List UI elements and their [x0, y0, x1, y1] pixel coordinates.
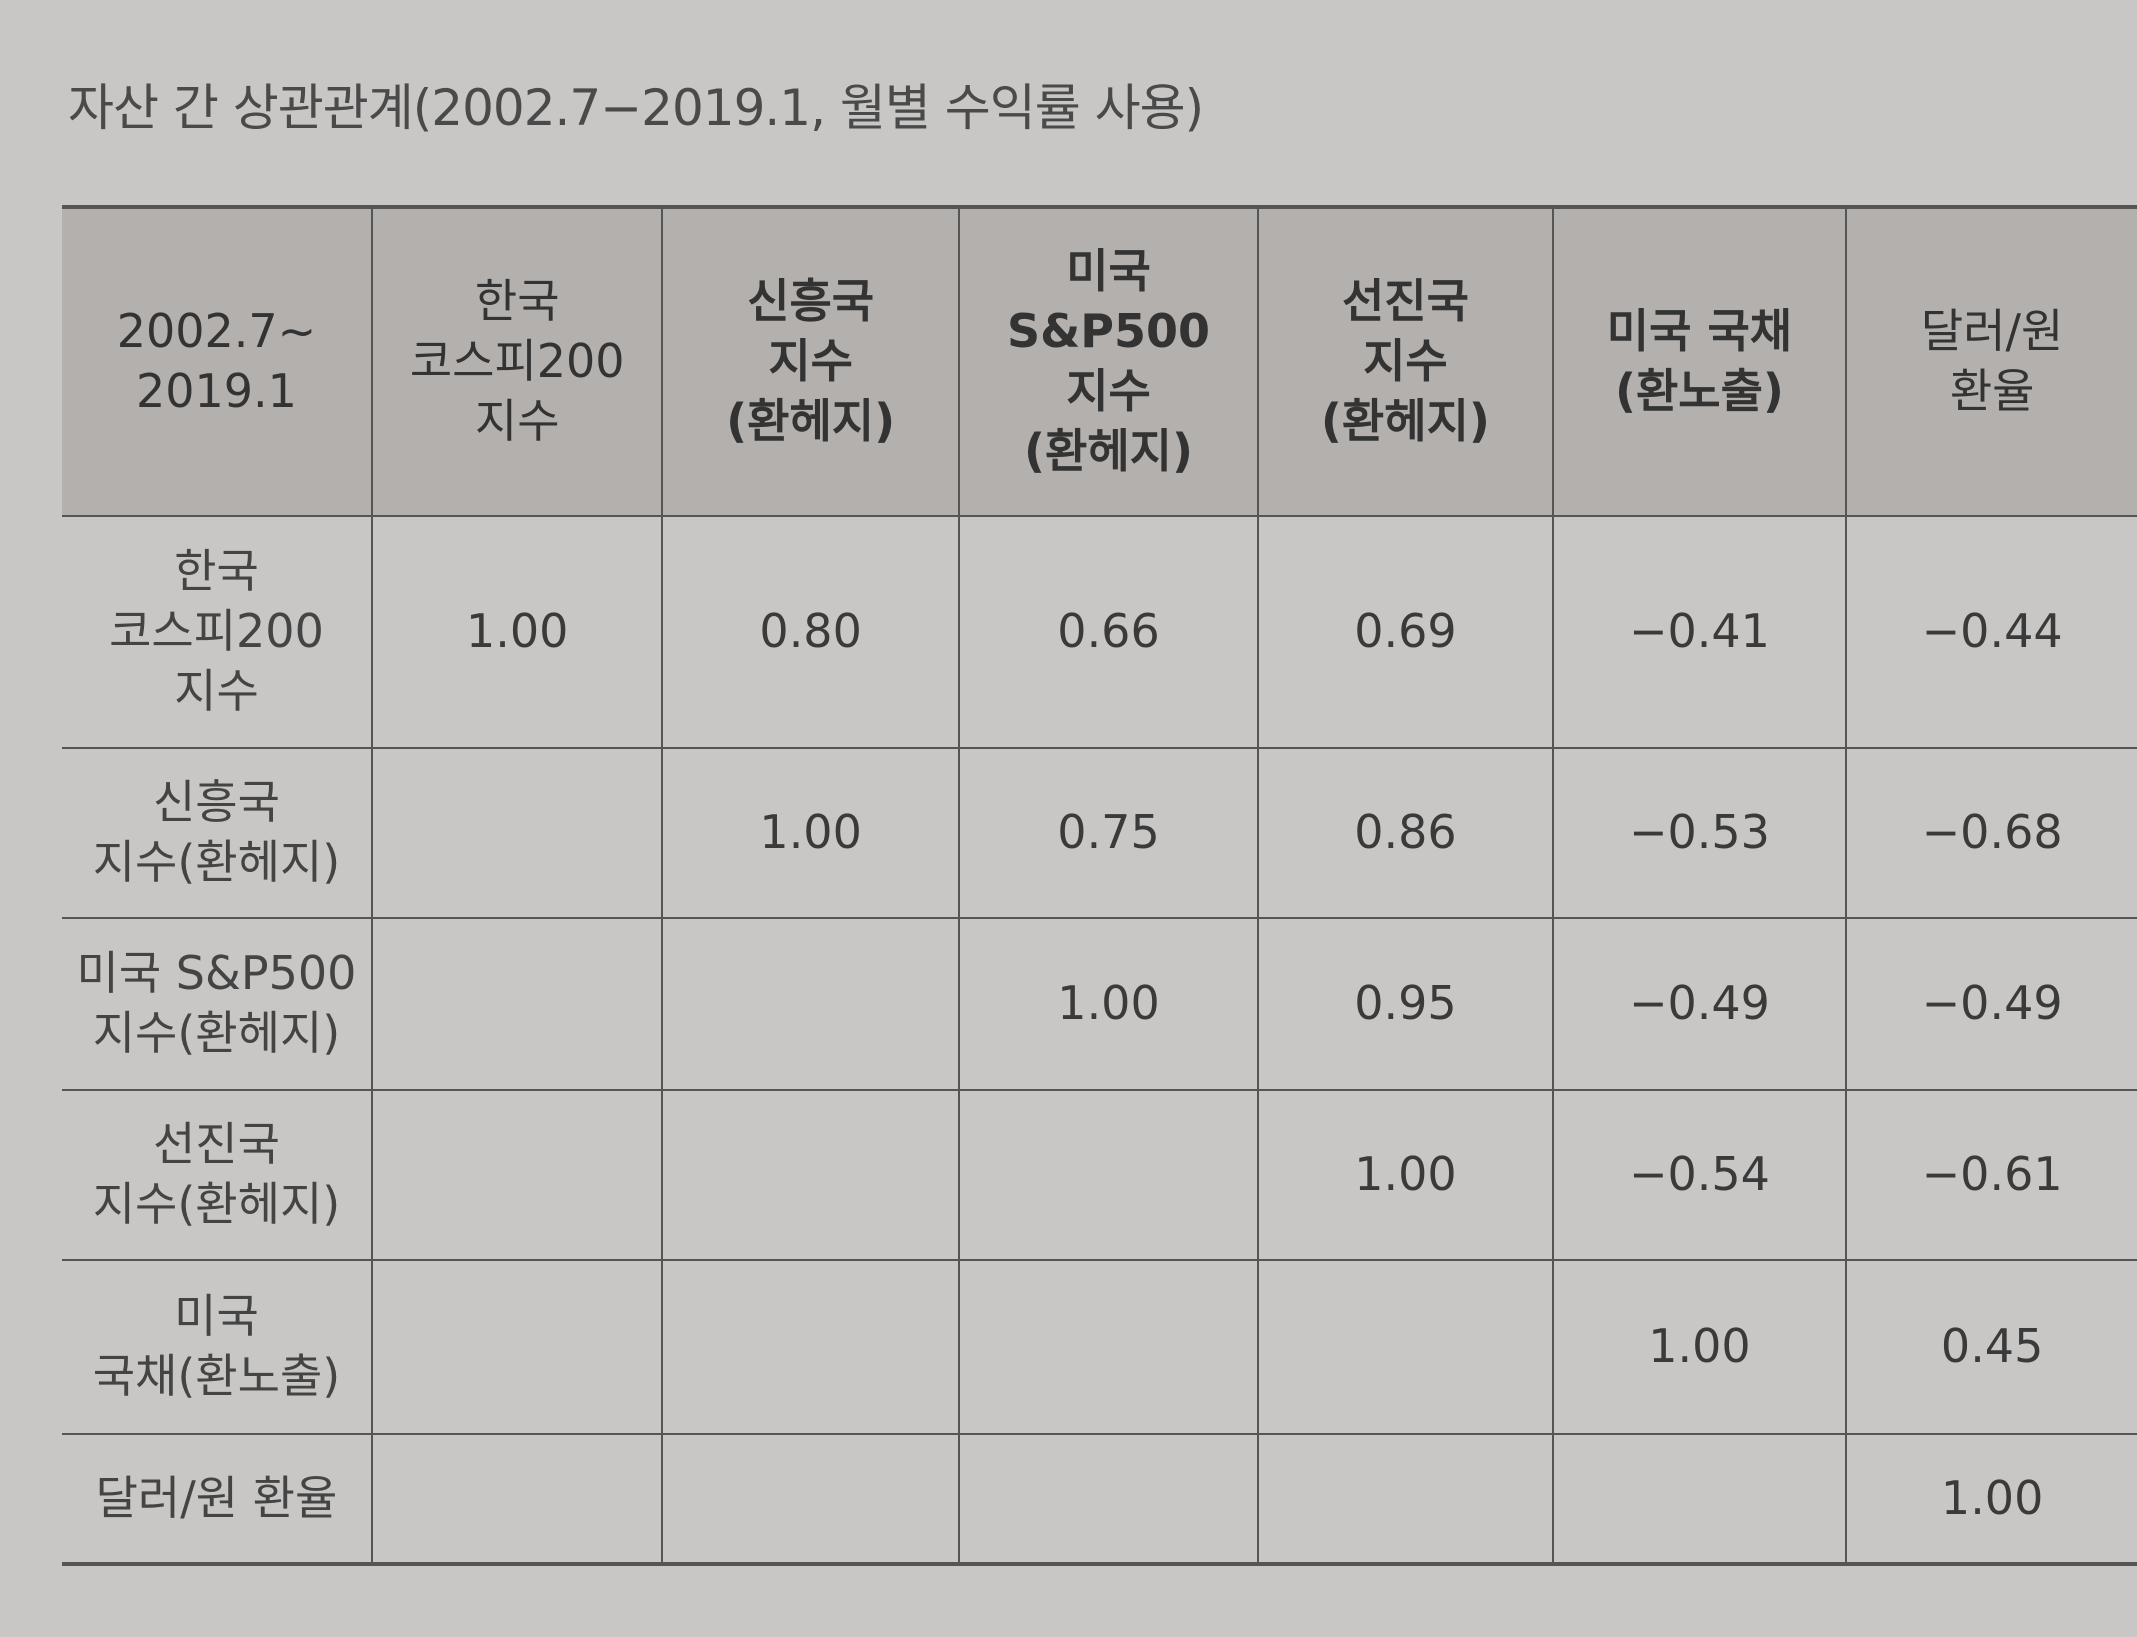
empty-cell: [370, 747, 664, 919]
table-row: 미국 국채(환노출) 1.00 0.45: [62, 1259, 2137, 1435]
row-label: 선진국 지수(환헤지): [62, 1089, 373, 1261]
row-label: 한국 코스피200 지수: [62, 515, 373, 749]
correlation-cell: 0.86: [1257, 747, 1554, 919]
correlation-cell: 1.00: [661, 747, 960, 919]
correlation-cell: −0.49: [1845, 917, 2137, 1091]
empty-cell: [661, 1259, 960, 1435]
correlation-cell: −0.49: [1551, 917, 1848, 1091]
table-row: 선진국 지수(환헤지) 1.00 −0.54 −0.61: [62, 1089, 2137, 1261]
table-body: 한국 코스피200 지수 1.00 0.80 0.66 0.69 −0.41 −0.44 신흥…: [62, 515, 2137, 1565]
empty-cell: [370, 917, 664, 1091]
correlation-cell: 1.00: [1551, 1259, 1848, 1435]
empty-cell: [957, 1089, 1260, 1261]
empty-cell: [957, 1433, 1260, 1565]
empty-cell: [1551, 1433, 1848, 1565]
empty-cell: [1257, 1259, 1554, 1435]
table-header: 2002.7~ 2019.1 한국 코스피200 지수 신흥국 지수 (환헤지) 미국…: [62, 206, 2137, 517]
correlation-cell: −0.54: [1551, 1089, 1848, 1261]
column-header: 선진국 지수 (환헤지): [1257, 206, 1554, 517]
correlation-cell: 0.95: [1257, 917, 1554, 1091]
table-row: 미국 S&P500 지수(환헤지) 1.00 0.95 −0.49 −0.49: [62, 917, 2137, 1091]
row-label: 신흥국 지수(환헤지): [62, 747, 373, 919]
correlation-cell: 1.00: [957, 917, 1260, 1091]
correlation-cell: 0.45: [1845, 1259, 2137, 1435]
empty-cell: [370, 1259, 664, 1435]
empty-cell: [370, 1433, 664, 1565]
correlation-cell: 0.80: [661, 515, 960, 749]
correlation-cell: −0.68: [1845, 747, 2137, 919]
row-label: 미국 S&P500 지수(환헤지): [62, 917, 373, 1091]
column-header: 미국 국채 (환노출): [1551, 206, 1848, 517]
table-title: 자산 간 상관관계(2002.7−2019.1, 월별 수익률 사용): [68, 79, 1204, 137]
correlation-cell: −0.44: [1845, 515, 2137, 749]
table-row: 신흥국 지수(환헤지) 1.00 0.75 0.86 −0.53 −0.68: [62, 747, 2137, 919]
column-header: 달러/원 환율: [1845, 206, 2137, 517]
correlation-cell: 0.66: [957, 515, 1260, 749]
correlation-cell: 1.00: [1845, 1433, 2137, 1565]
column-header: 한국 코스피200 지수: [370, 206, 664, 517]
table-row: 달러/원 환율 1.00: [62, 1433, 2137, 1565]
column-header: 신흥국 지수 (환헤지): [661, 206, 960, 517]
correlation-table: 2002.7~ 2019.1 한국 코스피200 지수 신흥국 지수 (환헤지) 미국…: [62, 205, 2137, 1566]
correlation-cell: 1.00: [370, 515, 664, 749]
column-header: 미국 S&P500 지수 (환헤지): [957, 206, 1260, 517]
correlation-cell: 1.00: [1257, 1089, 1554, 1261]
empty-cell: [661, 1089, 960, 1261]
correlation-cell: −0.41: [1551, 515, 1848, 749]
correlation-cell: −0.61: [1845, 1089, 2137, 1261]
empty-cell: [661, 917, 960, 1091]
empty-cell: [957, 1259, 1260, 1435]
header-row: 2002.7~ 2019.1 한국 코스피200 지수 신흥국 지수 (환헤지) 미국…: [62, 206, 2137, 517]
row-label: 달러/원 환율: [62, 1433, 373, 1565]
correlation-cell: −0.53: [1551, 747, 1848, 919]
empty-cell: [370, 1089, 664, 1261]
table-row: 한국 코스피200 지수 1.00 0.80 0.66 0.69 −0.41 −0.44: [62, 515, 2137, 749]
correlation-cell: 0.75: [957, 747, 1260, 919]
correlation-cell: 0.69: [1257, 515, 1554, 749]
row-label: 미국 국채(환노출): [62, 1259, 373, 1435]
empty-cell: [661, 1433, 960, 1565]
empty-cell: [1257, 1433, 1554, 1565]
corner-cell: 2002.7~ 2019.1: [62, 206, 373, 517]
